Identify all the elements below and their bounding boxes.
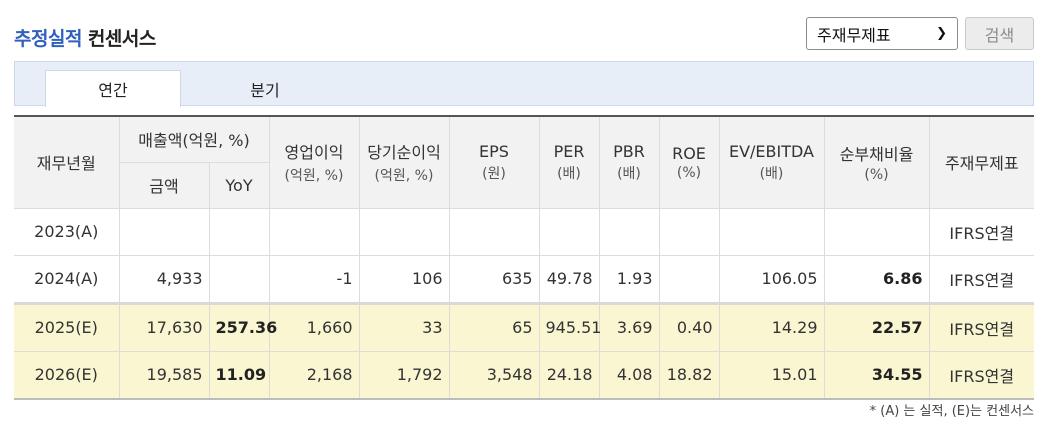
table-row: 2023(A) IFRS연결 xyxy=(14,207,1034,256)
title-consensus: 컨센서스 xyxy=(87,28,156,50)
cell-pbr: 1.93 xyxy=(598,254,660,305)
cell-net-debt-ratio: 6.86 xyxy=(823,254,930,305)
header-roe: ROE (%) xyxy=(658,115,720,209)
header-ev-ebitda: EV/EBITDA (배) xyxy=(718,115,825,209)
cell-operating-income: -1 xyxy=(268,254,360,305)
cell-roe: 0.40 xyxy=(658,302,720,352)
header-sales-yoy: YoY xyxy=(208,161,269,209)
header-unit: (배) xyxy=(557,165,581,182)
header-unit: (원) xyxy=(482,165,506,182)
header-main-fs: 주재무제표 xyxy=(928,115,1034,209)
footnote: * (A) 는 실적, (E)는 컨센서스 xyxy=(869,404,1034,419)
cell-year: 2024(A) xyxy=(14,254,120,305)
header-label: PER xyxy=(553,141,585,161)
cell-operating-income xyxy=(268,207,360,256)
chevron-down-icon: ❯ xyxy=(936,26,947,41)
section-title: 추정실적 컨센서스 xyxy=(14,24,156,51)
cell-roe xyxy=(658,207,720,256)
cell-net-income: 33 xyxy=(358,302,450,352)
cell-main-fs: IFRS연결 xyxy=(928,207,1034,256)
tab-quarterly[interactable]: 분기 xyxy=(250,80,280,100)
cell-sales-yoy: 257.36 xyxy=(208,302,277,352)
header-year: 재무년월 xyxy=(14,115,120,209)
header-eps: EPS (원) xyxy=(448,115,540,209)
header-label: ROE xyxy=(672,143,706,163)
header-net-income: 당기순이익 (억원, %) xyxy=(358,115,450,209)
header-label: 당기순이익 xyxy=(367,143,441,163)
cell-per xyxy=(538,207,600,256)
header-unit: (억원, %) xyxy=(284,168,344,185)
cell-ev-ebitda: 15.01 xyxy=(718,350,825,400)
cell-sales-amount: 19,585 xyxy=(118,350,210,400)
cell-main-fs: IFRS연결 xyxy=(928,350,1034,400)
cell-sales-amount: 4,933 xyxy=(118,254,210,305)
table-row: 2025(E) 17,630 257.36 1,660 33 65 945.51… xyxy=(14,302,1034,352)
select-value: 주재무제표 xyxy=(817,25,891,45)
cell-sales-amount xyxy=(118,207,210,256)
search-button[interactable]: 검색 xyxy=(965,17,1034,50)
header-unit: (%) xyxy=(864,167,889,184)
cell-pbr: 4.08 xyxy=(598,350,660,400)
cell-per: 49.78 xyxy=(538,254,600,305)
cell-sales-yoy: 11.09 xyxy=(208,350,270,400)
consensus-table: 재무년월 매출액(억원, %) 영업이익 (억원, %) 당기순이익 (억원, … xyxy=(14,115,1034,400)
cell-roe xyxy=(658,254,720,305)
cell-eps: 635 xyxy=(448,254,540,305)
cell-net-debt-ratio: 22.57 xyxy=(823,302,930,352)
header-label: 영업이익 xyxy=(284,143,344,163)
cell-net-income: 106 xyxy=(358,254,450,305)
cell-net-debt-ratio xyxy=(823,207,930,256)
header-label: EV/EBITDA xyxy=(728,141,814,161)
header-sales-group: 매출액(억원, %) xyxy=(118,115,270,163)
tab-annual[interactable]: 연간 xyxy=(45,70,181,107)
cell-main-fs: IFRS연결 xyxy=(928,254,1034,305)
cell-eps xyxy=(448,207,540,256)
cell-ev-ebitda xyxy=(718,207,825,256)
cell-ev-ebitda: 106.05 xyxy=(718,254,825,305)
financial-statement-select[interactable]: 주재무제표 ❯ xyxy=(806,17,958,50)
cell-year: 2025(E) xyxy=(14,302,120,352)
table-row: 2024(A) 4,933 -1 106 635 49.78 1.93 106.… xyxy=(14,254,1034,305)
cell-pbr xyxy=(598,207,660,256)
table-row: 2026(E) 19,585 11.09 2,168 1,792 3,548 2… xyxy=(14,350,1034,400)
cell-roe: 18.82 xyxy=(658,350,720,400)
cell-year: 2026(E) xyxy=(14,350,120,400)
header-unit: (배) xyxy=(759,165,784,182)
header-unit: (%) xyxy=(676,164,702,181)
cell-eps: 65 xyxy=(448,302,540,352)
cell-sales-amount: 17,630 xyxy=(118,302,210,352)
header-pbr: PBR (배) xyxy=(598,115,660,209)
cell-net-debt-ratio: 34.55 xyxy=(823,350,930,400)
header-label: EPS xyxy=(479,141,509,161)
header-unit: (억원, %) xyxy=(374,168,434,185)
cell-net-income: 1,792 xyxy=(358,350,450,400)
cell-net-income xyxy=(358,207,450,256)
header-label: 순부채비율 xyxy=(839,145,914,165)
cell-year: 2023(A) xyxy=(14,207,120,256)
cell-pbr: 3.69 xyxy=(598,302,660,352)
cell-ev-ebitda: 14.29 xyxy=(718,302,825,352)
period-tabbar: 연간 분기 xyxy=(14,61,1034,107)
cell-operating-income: 1,660 xyxy=(268,302,360,352)
cell-main-fs: IFRS연결 xyxy=(928,302,1034,352)
header-unit: (배) xyxy=(617,165,641,182)
header-sales-amount: 금액 xyxy=(119,161,210,209)
cell-eps: 3,548 xyxy=(448,350,540,400)
cell-operating-income: 2,168 xyxy=(268,350,360,400)
cell-per: 24.18 xyxy=(538,350,600,400)
header-label: PBR xyxy=(613,141,645,161)
header-per: PER (배) xyxy=(538,115,600,209)
header-net-debt-ratio: 순부채비율 (%) xyxy=(823,115,930,209)
title-estimate: 추정실적 xyxy=(14,28,82,50)
cell-sales-yoy xyxy=(208,207,270,256)
header-operating-income: 영업이익 (억원, %) xyxy=(268,115,360,209)
cell-per: 945.51 xyxy=(538,302,601,352)
cell-sales-yoy xyxy=(208,254,270,305)
